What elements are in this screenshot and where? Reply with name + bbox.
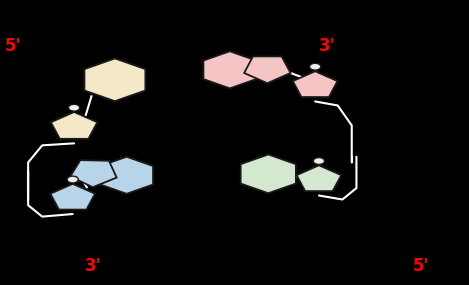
Text: 5': 5' bbox=[413, 257, 429, 275]
Circle shape bbox=[313, 158, 325, 164]
Polygon shape bbox=[244, 56, 290, 83]
Text: 3': 3' bbox=[84, 257, 101, 275]
Polygon shape bbox=[293, 71, 338, 97]
Polygon shape bbox=[296, 165, 341, 191]
Polygon shape bbox=[70, 160, 117, 187]
Circle shape bbox=[310, 63, 321, 70]
Circle shape bbox=[67, 176, 78, 183]
Polygon shape bbox=[204, 51, 256, 88]
Text: 5': 5' bbox=[5, 37, 21, 55]
Polygon shape bbox=[50, 184, 95, 209]
Polygon shape bbox=[51, 112, 97, 139]
Text: 3': 3' bbox=[319, 37, 336, 55]
Circle shape bbox=[68, 104, 80, 111]
Polygon shape bbox=[100, 157, 153, 194]
Polygon shape bbox=[241, 154, 296, 193]
Polygon shape bbox=[84, 58, 145, 101]
